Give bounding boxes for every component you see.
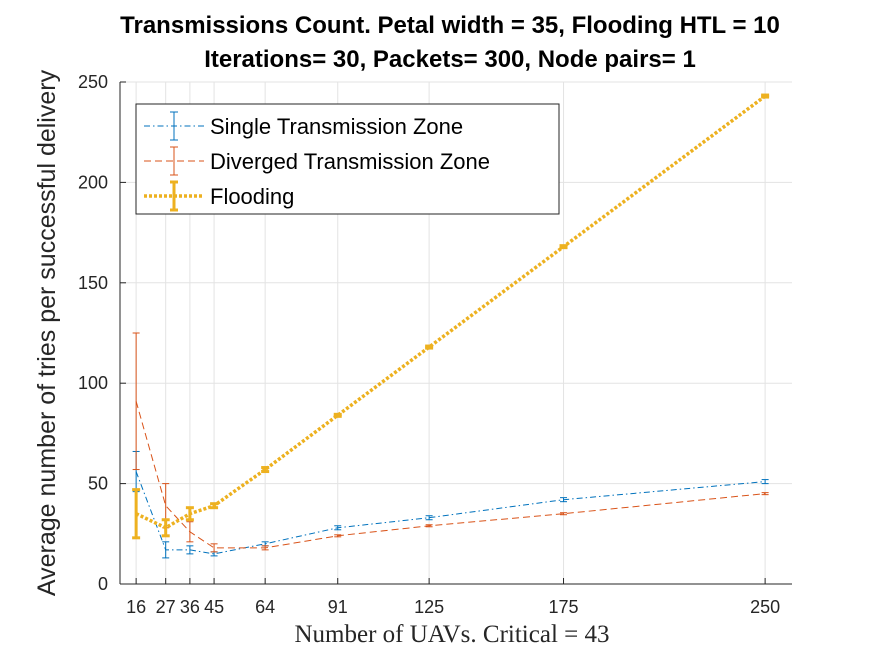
error-bar (261, 545, 269, 551)
x-tick-label: 45 (204, 597, 224, 617)
y-tick-label: 0 (98, 574, 108, 594)
series-line (135, 401, 766, 549)
x-tick-label: 27 (156, 597, 176, 617)
y-tick-label: 250 (78, 72, 108, 92)
axes (119, 81, 792, 585)
error-bar (333, 412, 342, 418)
legend-label: Diverged Transmission Zone (210, 149, 490, 174)
plot-series (132, 93, 770, 559)
series-2 (132, 332, 769, 553)
x-tick-label: 250 (750, 597, 780, 617)
legend: Single Transmission Zone Diverged Transmi… (135, 103, 560, 215)
y-tick-label: 100 (78, 373, 108, 393)
error-bar (559, 244, 568, 250)
legend-entry-1: Single Transmission Zone (144, 111, 463, 141)
y-tick-label: 150 (78, 273, 108, 293)
x-tick-label: 175 (548, 597, 578, 617)
legend-entry-3: Flooding (144, 180, 294, 212)
error-bar (185, 506, 194, 522)
x-tick-label: 91 (328, 597, 348, 617)
error-bar (425, 524, 433, 528)
error-bar (132, 332, 140, 471)
error-bar (560, 512, 568, 516)
legend-label: Single Transmission Zone (210, 114, 463, 139)
error-bar (425, 344, 434, 350)
error-bar (761, 492, 769, 496)
x-tick-label: 16 (126, 597, 146, 617)
error-bar (761, 93, 770, 99)
x-tick-label: 125 (414, 597, 444, 617)
series-3 (132, 93, 770, 540)
y-tick-label: 50 (88, 474, 108, 494)
tick-labels: 16 27 36 45 64 91 125 175 250 0 50 100 150 200 250 (78, 72, 780, 617)
error-bar (161, 518, 170, 538)
x-tick-label: 64 (255, 597, 275, 617)
error-bar (334, 534, 342, 538)
error-bar (425, 515, 433, 521)
error-bar (210, 502, 219, 510)
legend-label: Flooding (210, 184, 294, 209)
series-line (135, 94, 767, 530)
error-bar (761, 479, 769, 485)
y-axis-label: Average number of tries per successful d… (33, 69, 61, 596)
error-bar (210, 543, 218, 553)
error-bar (334, 525, 342, 531)
chart-title-line-1: Transmissions Count. Petal width = 35, F… (120, 12, 780, 39)
error-bar (560, 497, 568, 503)
error-bar (132, 488, 141, 540)
legend-box (135, 103, 560, 215)
error-bar (162, 541, 170, 559)
error-bar (210, 551, 218, 557)
x-tick-label: 36 (180, 597, 200, 617)
error-bar (186, 521, 194, 543)
chart-title-line-2: Iterations= 30, Packets= 300, Node pairs… (204, 46, 696, 73)
legend-entry-2: Diverged Transmission Zone (144, 146, 490, 176)
error-bar (261, 541, 269, 547)
error-bar (261, 466, 270, 474)
series-1 (132, 450, 769, 559)
x-axis-label: Number of UAVs. Critical = 43 (295, 621, 610, 648)
y-tick-label: 200 (78, 172, 108, 192)
error-bar (186, 545, 194, 555)
